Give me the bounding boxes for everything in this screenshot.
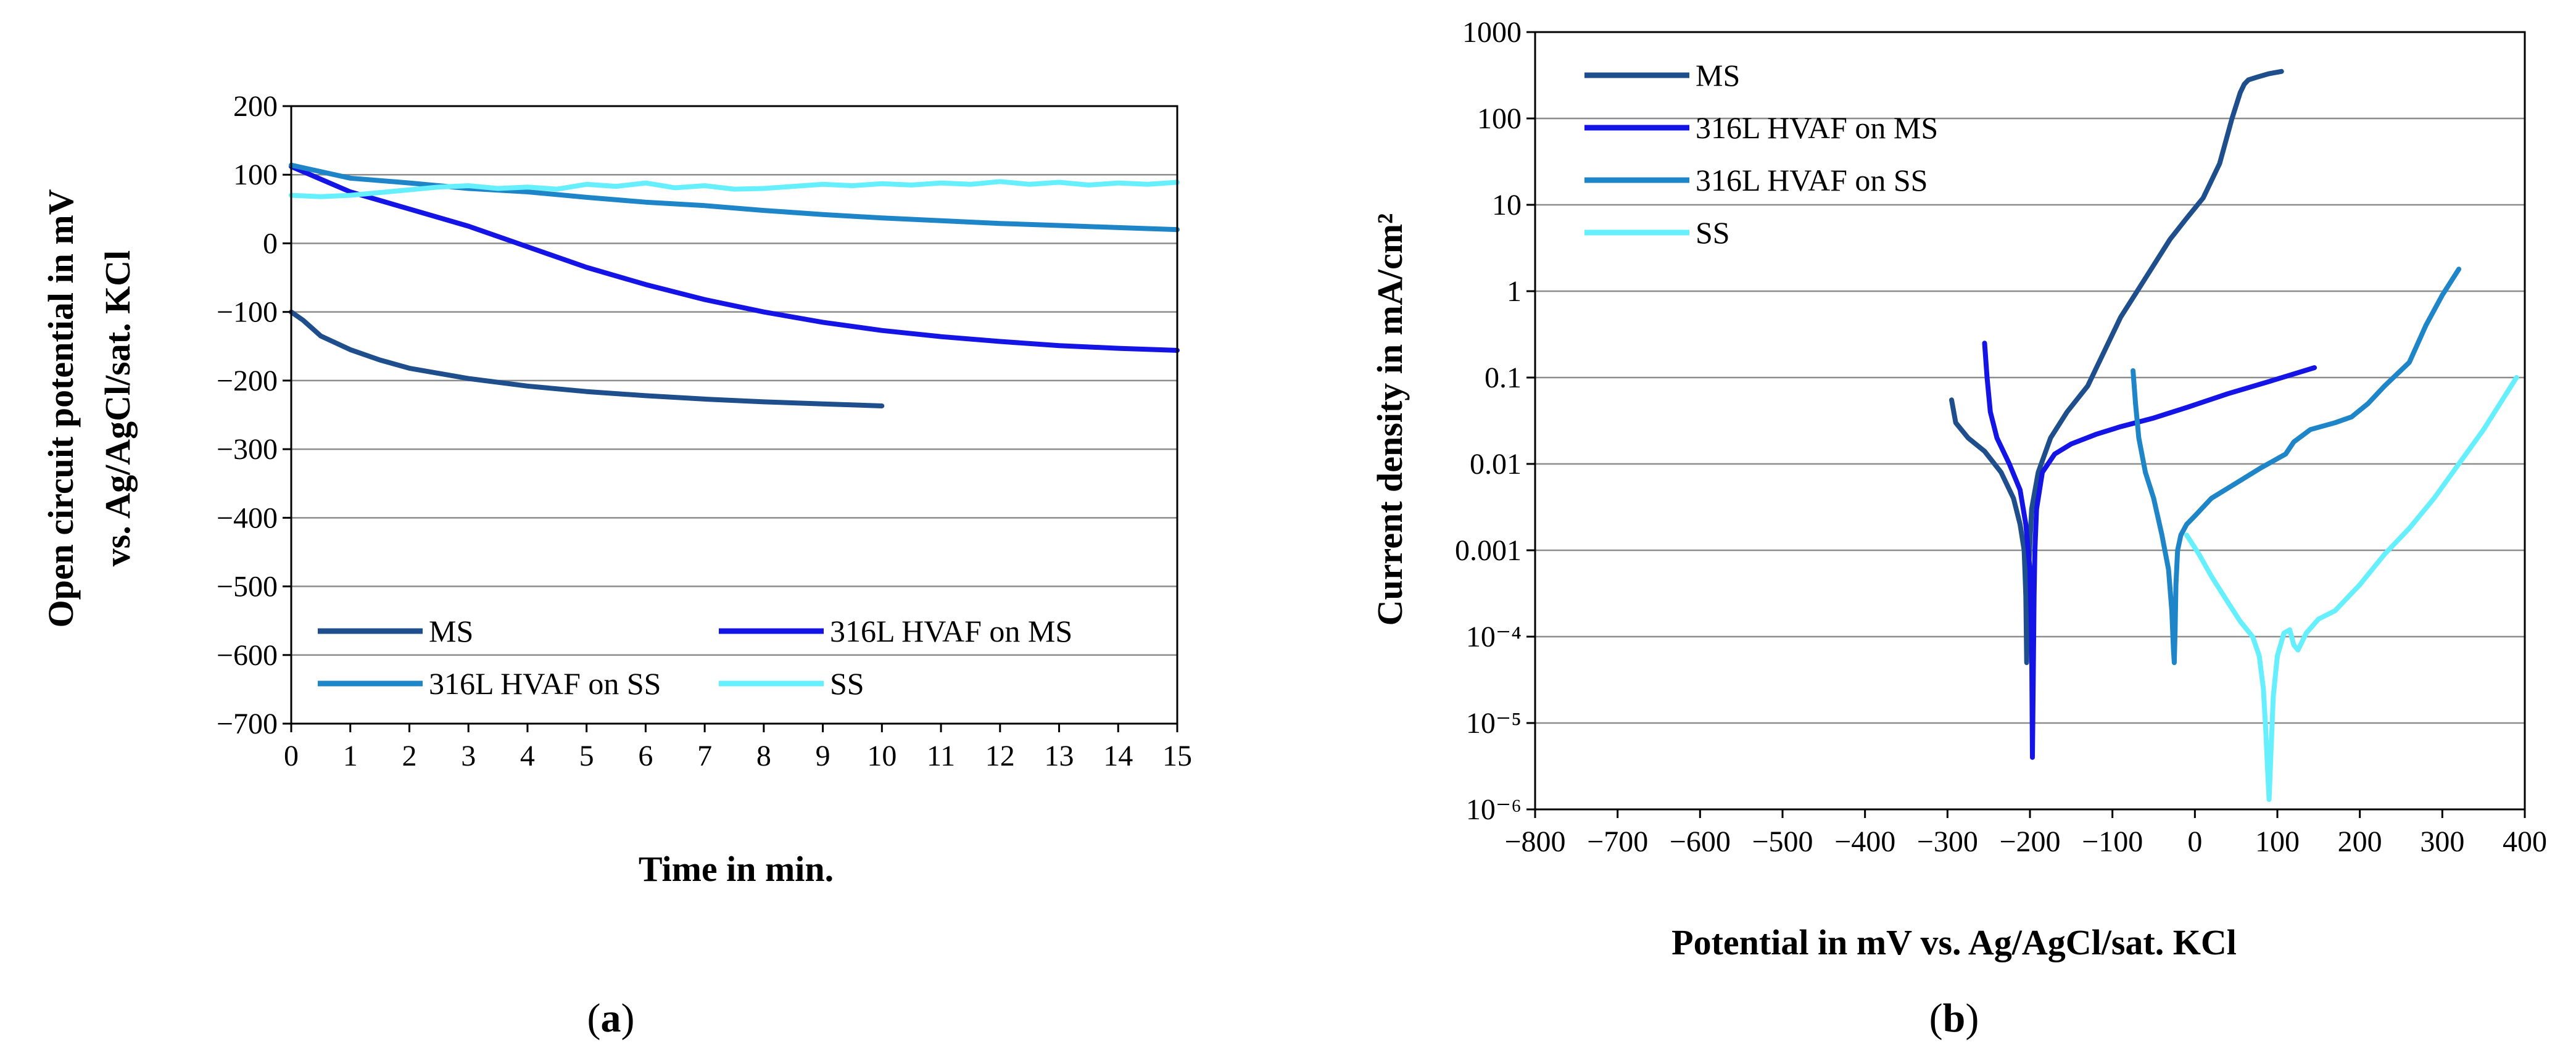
x-tick-label: 0 <box>2187 825 2202 858</box>
plot-frame <box>290 105 1178 725</box>
x-tick-label: 12 <box>985 740 1015 772</box>
y-tick-label: 0.01 <box>1470 448 1522 481</box>
series-lines <box>1949 68 2519 802</box>
y-tick-label: 200 <box>233 90 278 123</box>
x-tick-label: −500 <box>1752 825 1813 858</box>
y-tick-label: 1000 <box>1462 16 1522 49</box>
y-tick-label: −100 <box>217 296 278 329</box>
x-tick-label: 6 <box>638 740 653 772</box>
x-tick-label: 2 <box>402 740 416 772</box>
legend-entry: MS <box>1696 58 1740 93</box>
x-tick-label: 7 <box>697 740 712 772</box>
y-tick-label: 100 <box>233 159 278 191</box>
series-lines <box>289 162 1180 408</box>
chart-panel-b: −800 −700 −600 −500 −400 −300 −200 −100 0 100 200 3… <box>1370 16 2547 1041</box>
y-tick-label: 1 <box>1507 275 1522 308</box>
x-tick-label: 200 <box>2338 825 2382 858</box>
y-tick-label: −400 <box>217 502 278 534</box>
series-line-316l-hvaf-on-ms <box>1982 341 2317 760</box>
x-tick-label: 15 <box>1162 740 1192 772</box>
panel-label-b: (b) <box>1929 996 1979 1041</box>
x-tick-label: 5 <box>579 740 594 772</box>
legend-entry: 316L HVAF on SS <box>429 666 661 701</box>
x-tick-label: 3 <box>461 740 476 772</box>
tick-labels: −800 −700 −600 −500 −400 −300 −200 −100 0 100 200 3… <box>1455 16 2547 858</box>
x-tick-label: 10 <box>867 740 897 772</box>
legend: MS 316L HVAF on MS 316L HVAF on SS SS <box>1584 58 1938 250</box>
series-line-ms <box>289 309 885 408</box>
y-tick-label: 0 <box>263 227 278 260</box>
legend-entry: 316L HVAF on MS <box>830 614 1072 648</box>
axes <box>283 105 1178 732</box>
chart-panel-a: 0 1 2 3 4 5 6 7 8 9 10 11 12 13 14 152001000−100−200−30… <box>41 90 1192 1041</box>
series-line-316l-hvaf-on-ss <box>2131 267 2462 666</box>
y-tick-label: 10⁻⁶ <box>1466 793 1522 826</box>
y-tick-label: 0.001 <box>1455 534 1522 567</box>
x-tick-label: 1 <box>343 740 358 772</box>
y-tick-label: 10 <box>1492 189 1522 221</box>
legend-entry: SS <box>1696 215 1730 250</box>
x-tick-label: 14 <box>1103 740 1133 772</box>
legend-entry: 316L HVAF on SS <box>1696 163 1928 197</box>
x-tick-label: 4 <box>520 740 535 772</box>
x-tick-label: 0 <box>284 740 299 772</box>
tick-labels: 0 1 2 3 4 5 6 7 8 9 10 11 12 13 14 152001000−100−200−30… <box>217 90 1192 772</box>
x-tick-label: −200 <box>1999 825 2060 858</box>
x-tick-label: −600 <box>1670 825 1731 858</box>
x-axis-label: Time in min. <box>639 849 834 889</box>
legend-entry: MS <box>429 614 473 648</box>
legend-entry: SS <box>830 666 864 701</box>
y-tick-label: −300 <box>217 433 278 466</box>
x-tick-label: 100 <box>2255 825 2300 858</box>
x-tick-label: −700 <box>1587 825 1648 858</box>
x-tick-label: 8 <box>756 740 771 772</box>
x-tick-label: 9 <box>816 740 830 772</box>
x-tick-label: 300 <box>2420 825 2464 858</box>
panel-label-a: (a) <box>587 996 635 1041</box>
legend-entry: 316L HVAF on MS <box>1696 110 1938 145</box>
y-axis-label-line-2: vs. Ag/AgCl/sat. KCl <box>97 250 138 566</box>
axes <box>1526 31 2526 818</box>
x-tick-label: −300 <box>1917 825 1978 858</box>
series-line-ss <box>289 179 1180 199</box>
x-axis-label: Potential in mV vs. Ag/AgCl/sat. KCl <box>1671 922 2237 962</box>
y-tick-label: −200 <box>217 365 278 397</box>
x-tick-label: −800 <box>1504 825 1565 858</box>
x-tick-label: 13 <box>1045 740 1074 772</box>
y-axis-label: Current density in mA/cm² <box>1370 213 1410 626</box>
y-tick-label: 100 <box>1477 102 1522 135</box>
series-line-ms <box>1949 68 2284 666</box>
y-tick-label: −500 <box>217 571 278 603</box>
y-tick-label: −600 <box>217 639 278 672</box>
x-tick-label: −100 <box>2082 825 2143 858</box>
series-line-ss <box>2184 375 2519 802</box>
x-tick-label: 11 <box>927 740 955 772</box>
y-tick-label: 10⁻⁵ <box>1466 707 1522 740</box>
y-tick-label: 10⁻⁴ <box>1466 621 1522 653</box>
x-tick-label: 400 <box>2503 825 2547 858</box>
legend: MS 316L HVAF on MS 316L HVAF on SS SS <box>318 614 1072 701</box>
series-line-316l-hvaf-on-ms <box>289 163 1180 353</box>
x-tick-label: −400 <box>1834 825 1895 858</box>
y-tick-label: 0.1 <box>1485 362 1522 394</box>
y-tick-label: −700 <box>217 708 278 740</box>
y-axis-label-line-1: Open circuit potential in mV <box>41 189 81 627</box>
